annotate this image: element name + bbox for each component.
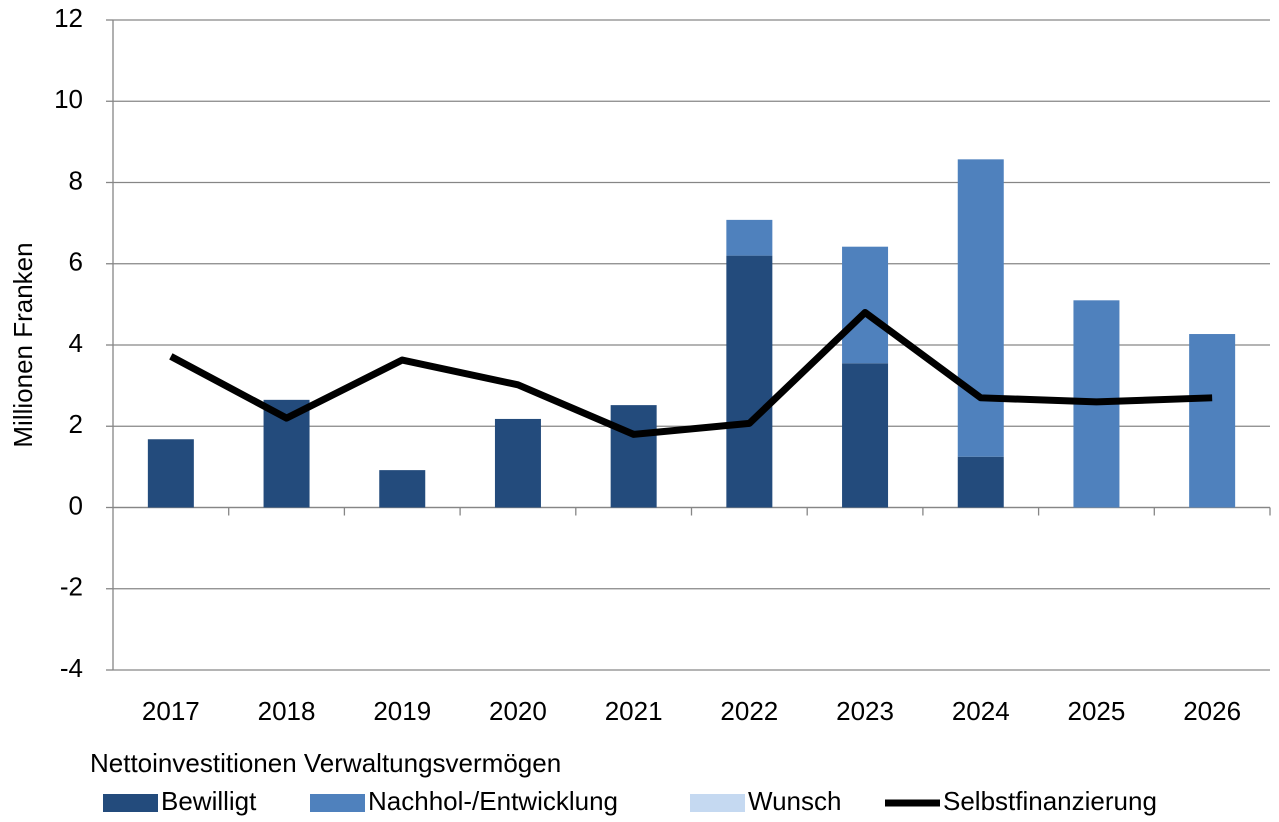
bar [842,246,889,364]
bar [726,219,773,256]
y-tick-label: 10 [54,84,83,114]
line [169,309,1213,438]
bar [1189,334,1236,508]
bar [379,470,426,508]
legend-label: Bewilligt [161,786,257,816]
bar [957,159,1004,457]
y-tick-label: -2 [60,572,83,602]
y-tick-label: -4 [60,653,83,683]
legend-swatch [103,794,158,812]
x-tick-label: 2017 [142,696,200,726]
legend-swatch [690,794,745,812]
x-tick-label: 2024 [952,696,1010,726]
bar [957,456,1004,508]
x-tick-label: 2026 [1183,696,1241,726]
x-tick-label: 2022 [720,696,778,726]
y-tick-label: 2 [69,409,83,439]
legend-label: Selbstfinanzierung [943,786,1157,816]
legend-title: Nettoinvestitionen Verwaltungsvermögen [90,748,561,778]
y-tick-label: 12 [54,3,83,33]
x-tick-label: 2020 [489,696,547,726]
bar [842,363,889,508]
legend-swatch [310,794,365,812]
bar [726,255,773,508]
x-tick-label: 2023 [836,696,894,726]
bar [147,439,194,508]
bar [494,418,541,508]
y-tick-label: 0 [69,490,83,520]
x-tick-label: 2025 [1068,696,1126,726]
legend-label: Wunsch [748,786,841,816]
legend-label: Nachhol-/Entwicklung [368,786,618,816]
x-tick-label: 2018 [258,696,316,726]
x-tick-label: 2021 [605,696,663,726]
bar [610,405,657,508]
y-axis-label: Millionen Franken [8,242,38,447]
y-tick-label: 8 [69,165,83,195]
y-tick-label: 4 [69,328,83,358]
y-tick-label: 6 [69,247,83,277]
x-tick-label: 2019 [373,696,431,726]
